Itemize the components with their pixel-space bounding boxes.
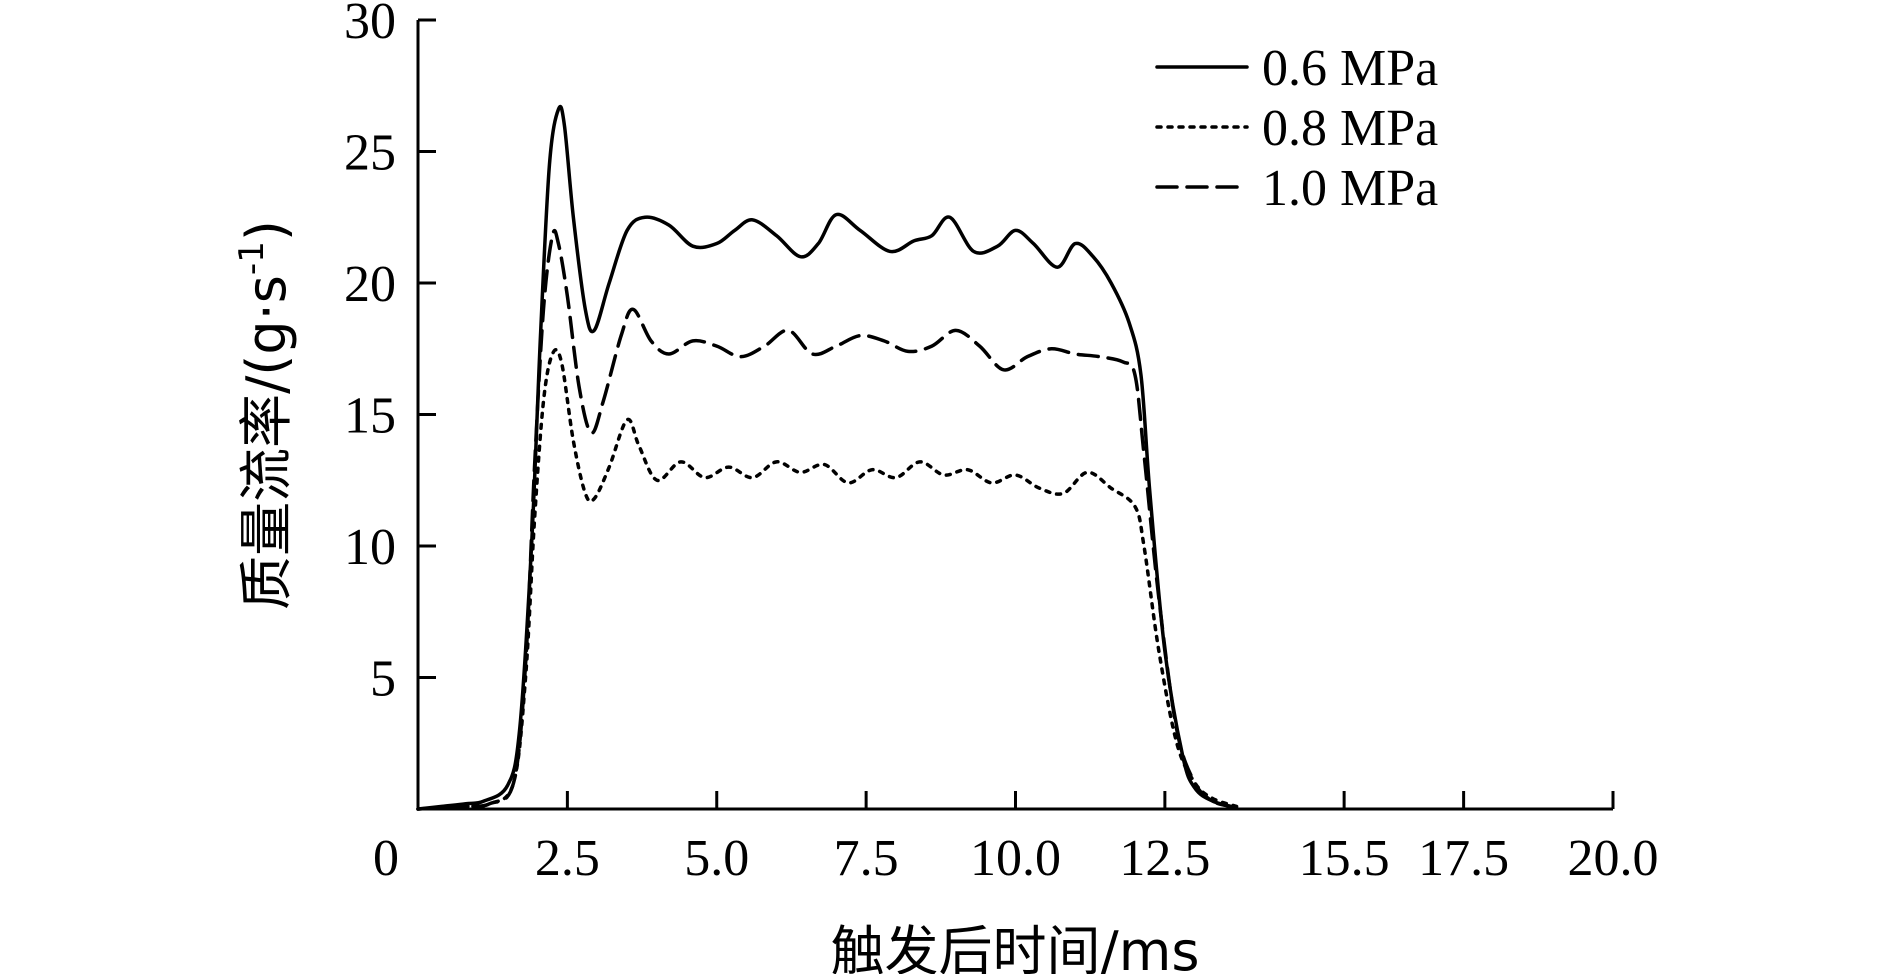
x-tick-label: 10.0 (970, 830, 1061, 887)
y-tick-label: 5 (370, 651, 396, 708)
x-tick-label: 17.5 (1418, 830, 1509, 887)
y-tick-label: 30 (344, 0, 396, 50)
x-tick-label: 15.5 (1299, 830, 1390, 887)
x-tick-label: 5.0 (684, 830, 749, 887)
y-tick-label: 20 (344, 256, 396, 313)
y-axis-title-superscript: -1 (232, 241, 272, 275)
x-tick-label: 20.0 (1568, 830, 1659, 887)
x-axis-ticks: 0 2.5 5.0 7.5 10.0 12.5 15.5 17.5 20.0 (373, 791, 1659, 887)
y-axis-title-close: ) (235, 220, 298, 241)
series-line-2 (416, 348, 1239, 811)
legend-label-1: 0.6 MPa (1262, 40, 1438, 97)
y-axis-ticks: 5 10 15 20 25 30 (344, 0, 436, 708)
legend-label-3: 1.0 MPa (1262, 160, 1438, 217)
x-axis-title: 触发后时间/ms (831, 920, 1200, 974)
y-tick-label: 25 (344, 125, 396, 182)
x-tick-label: 0 (373, 830, 399, 887)
y-tick-label: 10 (344, 519, 396, 576)
x-tick-label: 2.5 (535, 830, 600, 887)
x-tick-label: 12.5 (1119, 830, 1210, 887)
y-tick-label: 15 (344, 388, 396, 445)
series-line-3 (416, 228, 1233, 811)
series-lines (416, 104, 1239, 811)
plot-area: 0 2.5 5.0 7.5 10.0 12.5 15.5 17.5 20.0 5 10 15 20 25… (344, 0, 1659, 887)
series-line-1 (416, 104, 1239, 811)
y-axis-title-main: 质量流率/(g·s (235, 275, 298, 610)
legend-label-2: 0.8 MPa (1262, 100, 1438, 157)
x-tick-label: 7.5 (834, 830, 899, 887)
y-axis-title: 质量流率/(g·s-1) (232, 220, 298, 610)
